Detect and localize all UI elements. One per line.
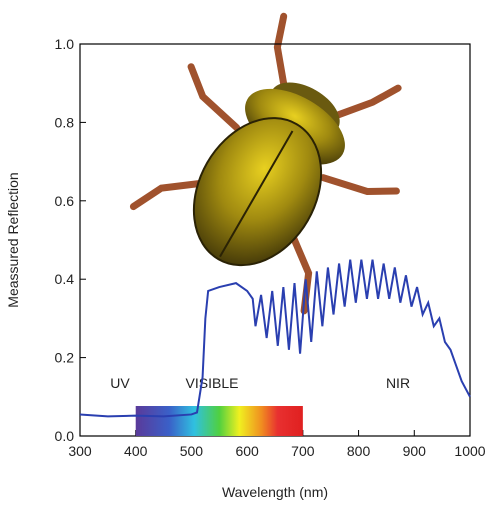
x-tick-label: 400	[124, 443, 148, 459]
region-label: NIR	[386, 375, 410, 391]
data-line	[79, 259, 471, 418]
x-tick-label: 700	[291, 443, 315, 459]
y-tick-label: 0.0	[55, 428, 75, 444]
y-axis-label: Meassured Reflection	[5, 172, 21, 307]
x-tick-label: 900	[403, 443, 427, 459]
region-label: UV	[110, 375, 130, 391]
x-tick-label: 1000	[454, 443, 485, 459]
y-tick-label: 0.2	[55, 350, 75, 366]
y-tick-label: 0.6	[55, 193, 75, 209]
y-tick-label: 0.8	[55, 114, 75, 130]
x-tick-label: 600	[235, 443, 259, 459]
beetle-image	[129, 12, 402, 315]
x-axis-label: Wavelength (nm)	[222, 484, 328, 500]
x-tick-label: 800	[347, 443, 371, 459]
x-tick-label: 500	[180, 443, 204, 459]
y-tick-label: 0.4	[55, 271, 75, 287]
x-tick-label: 300	[68, 443, 92, 459]
spectrum-band	[135, 406, 303, 436]
y-tick-label: 1.0	[55, 36, 75, 52]
region-label: VISIBLE	[186, 375, 239, 391]
